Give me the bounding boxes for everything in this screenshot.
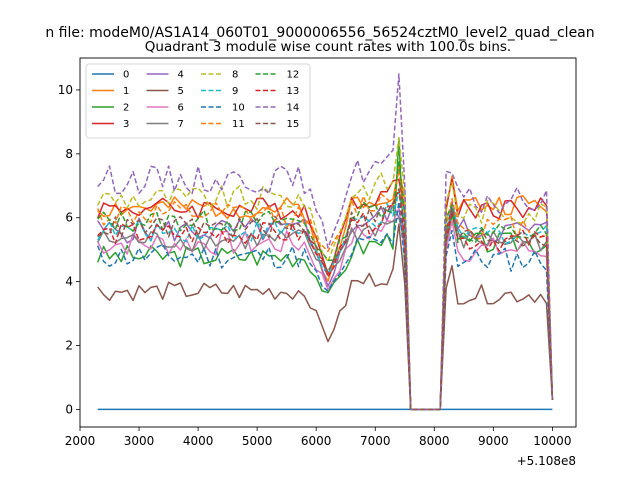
x-offset-label: +5.108e8 [517,454,576,468]
legend-label-4: 4 [178,70,184,81]
series-line-3 [97,178,554,411]
legend-label-9: 9 [232,86,238,97]
legend-label-12: 12 [287,70,300,81]
figure-suptitle: n file: modeM0/AS1A14_060T01_9000006556_… [45,25,594,41]
x-tick-label: 9000 [478,434,509,448]
legend-label-13: 13 [287,86,300,97]
series-line-9 [97,191,554,411]
legend-label-15: 15 [287,119,300,130]
legend-label-0: 0 [123,70,129,81]
axes-layer: 2000 3000 4000 5000 6000 7000 8000 9000 10000 0 2 4… [58,83,572,448]
chart-title: Quadrant 3 module wise count rates with … [145,39,511,55]
legend-label-6: 6 [178,103,184,114]
x-tick-label: 2000 [65,434,96,448]
series-line-5 [97,223,554,411]
series-line-15 [97,188,554,411]
y-tick-label: 0 [65,402,73,416]
series-line-10 [96,201,554,411]
legend-box [85,63,311,139]
y-tick-label: 10 [58,83,73,97]
x-tick-label: 5000 [242,434,273,448]
y-tick-label: 6 [65,211,73,225]
legend-label-11: 11 [232,119,245,130]
x-tick-label: 4000 [183,434,214,448]
legend-label-7: 7 [178,119,184,130]
series-line-8 [97,137,554,411]
y-tick-label: 8 [65,147,73,161]
x-tick-label: 8000 [419,434,450,448]
series-line-12 [97,159,554,411]
series-line-6 [97,207,554,411]
legend-label-5: 5 [178,86,184,97]
x-tick-label: 3000 [124,434,155,448]
legend-label-3: 3 [123,119,129,130]
x-tick-label: 10000 [533,434,571,448]
series-line-2 [96,137,554,411]
x-tick-label: 6000 [301,434,332,448]
legend-label-8: 8 [232,70,238,81]
legend-label-1: 1 [123,86,129,97]
legend-label-10: 10 [232,103,245,114]
series-line-13 [97,188,554,411]
y-tick-label: 4 [65,275,73,289]
legend-label-14: 14 [287,103,300,114]
plot-frame [79,57,577,428]
y-tick-label: 2 [65,339,73,353]
series-line-14 [97,73,554,411]
x-tick-label: 7000 [360,434,391,448]
legend-label-2: 2 [123,103,129,114]
series-layer [96,73,554,411]
